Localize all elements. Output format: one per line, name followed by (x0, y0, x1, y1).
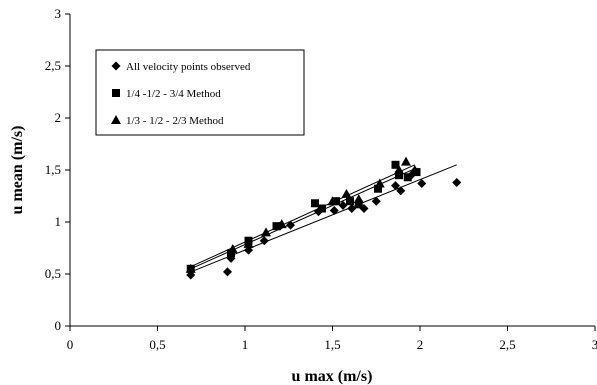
x-tick-label: 1 (242, 337, 249, 352)
legend-square-marker (112, 89, 120, 97)
x-tick-label: 0 (67, 337, 74, 352)
diamond-point (371, 196, 381, 206)
square-point (311, 199, 319, 208)
y-tick-label: 1,5 (45, 162, 61, 177)
diamond-point (259, 236, 269, 246)
triangle-point (353, 194, 364, 204)
square-point (272, 222, 281, 231)
x-tick-label: 3 (592, 337, 597, 352)
diamond-point (338, 200, 348, 210)
triangle-point (227, 244, 238, 254)
diamond-point (329, 206, 339, 216)
x-tick-label: 2 (417, 337, 424, 352)
square-point (332, 197, 340, 206)
data-points (185, 156, 462, 280)
square-point (346, 197, 354, 206)
y-ticks: 0 0,5 1 1,5 2 2,5 3 (45, 6, 70, 333)
x-tick-label: 0,5 (149, 337, 165, 352)
triangle-point (276, 219, 287, 229)
x-axis-title: u max (m/s) (292, 368, 373, 385)
legend-label: 1/4 -1/2 - 3/4 Method (126, 88, 221, 100)
x-tick-label: 1,5 (324, 337, 340, 352)
square-point (227, 249, 235, 258)
diamond-point (286, 220, 295, 230)
triangle-point (401, 156, 411, 166)
legend-triangle-marker (111, 115, 121, 124)
legend-diamond-marker (111, 61, 121, 71)
y-tick-label: 1 (55, 214, 62, 229)
y-tick-label: 3 (55, 6, 62, 21)
legend-label: 1/3 - 1/2 - 2/3 Method (126, 115, 224, 127)
y-tick-label: 0 (55, 318, 62, 333)
square-point (318, 204, 326, 213)
legend-label: All velocity points observed (126, 61, 251, 73)
x-tick-label: 2,5 (499, 337, 515, 352)
triangle-point (341, 188, 352, 198)
y-tick-label: 2,5 (45, 58, 61, 73)
triangle-point (394, 165, 404, 174)
triangle-point (243, 238, 254, 248)
triangle-point (409, 165, 420, 174)
diamond-point (391, 181, 400, 191)
triangle-point (327, 196, 338, 206)
y-tick-label: 2 (55, 110, 62, 125)
triangle-point (374, 178, 385, 188)
square-point (354, 200, 363, 209)
diamond-point (396, 186, 406, 196)
y-axis-title: u mean (m/s) (9, 126, 26, 215)
x-ticks: 0 0,5 1 1,5 2 2,5 3 (67, 326, 597, 352)
diamond-point (417, 179, 427, 189)
diamond-point (347, 203, 357, 213)
legend: All velocity points observed 1/4 -1/2 - 3… (95, 49, 305, 136)
square-point (391, 160, 400, 169)
triangle-point (261, 227, 271, 237)
square-point (403, 173, 412, 182)
triangle-point (185, 263, 196, 273)
diamond-point (223, 267, 232, 277)
diamond-point (452, 177, 462, 187)
square-point (395, 171, 403, 180)
legend-box (95, 49, 305, 136)
y-tick-label: 0,5 (45, 266, 61, 281)
trendline-series-1 (190, 164, 457, 273)
square-point (374, 184, 382, 193)
